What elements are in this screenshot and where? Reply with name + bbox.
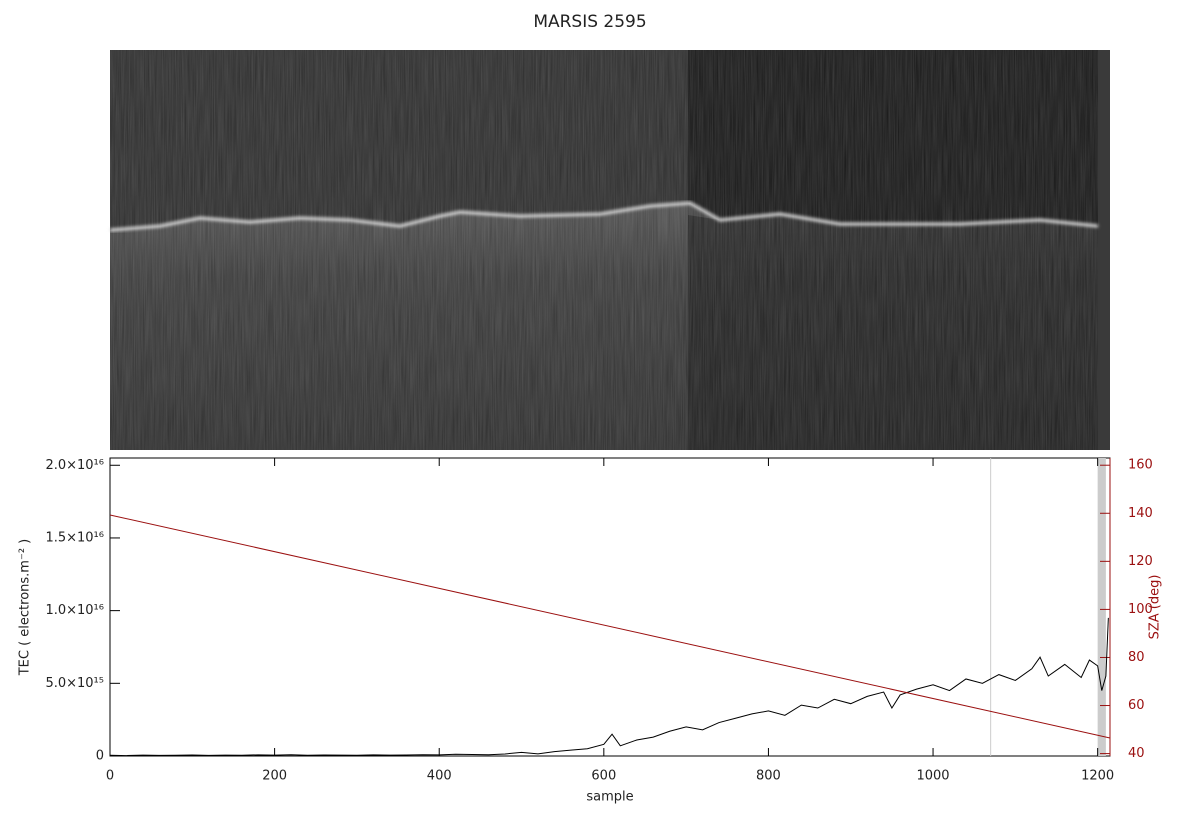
y-tick-label: 2.0×10¹⁶: [45, 458, 104, 473]
y-tick-label: 0: [96, 749, 104, 764]
x-tick-label: 400: [427, 769, 452, 784]
shaded-band: [1097, 458, 1106, 756]
y2-tick-label: 160: [1128, 458, 1153, 473]
y2-tick-label: 80: [1128, 650, 1145, 665]
x-tick-label: 0: [106, 769, 114, 784]
y2-axis-label: SZA (deg): [1148, 575, 1163, 640]
y-tick-label: 1.0×10¹⁶: [45, 603, 104, 618]
series-line: [109, 514, 1111, 739]
chart-title: MARSIS 2595: [533, 12, 646, 32]
y-tick-label: 5.0×10¹⁵: [45, 676, 104, 691]
y2-tick-label: 120: [1128, 554, 1153, 569]
x-tick-label: 200: [262, 769, 287, 784]
y-tick-label: 1.5×10¹⁶: [45, 530, 104, 545]
plot-frame: [109, 457, 1111, 757]
x-axis-label: sample: [586, 790, 633, 805]
x-tick-label: 600: [591, 769, 616, 784]
radargram: [109, 50, 1110, 450]
y2-tick-label: 60: [1128, 698, 1145, 713]
x-tick-label: 800: [756, 769, 781, 784]
y2-tick-label: 40: [1128, 746, 1145, 761]
y2-tick-label: 140: [1128, 506, 1153, 521]
y2-tick-label: 100: [1128, 602, 1153, 617]
x-tick-label: 1000: [916, 769, 949, 784]
x-tick-label: 1200: [1081, 769, 1114, 784]
y-axis-label: TEC ( electrons.m⁻² ): [18, 539, 33, 677]
series-line: [109, 617, 1109, 757]
